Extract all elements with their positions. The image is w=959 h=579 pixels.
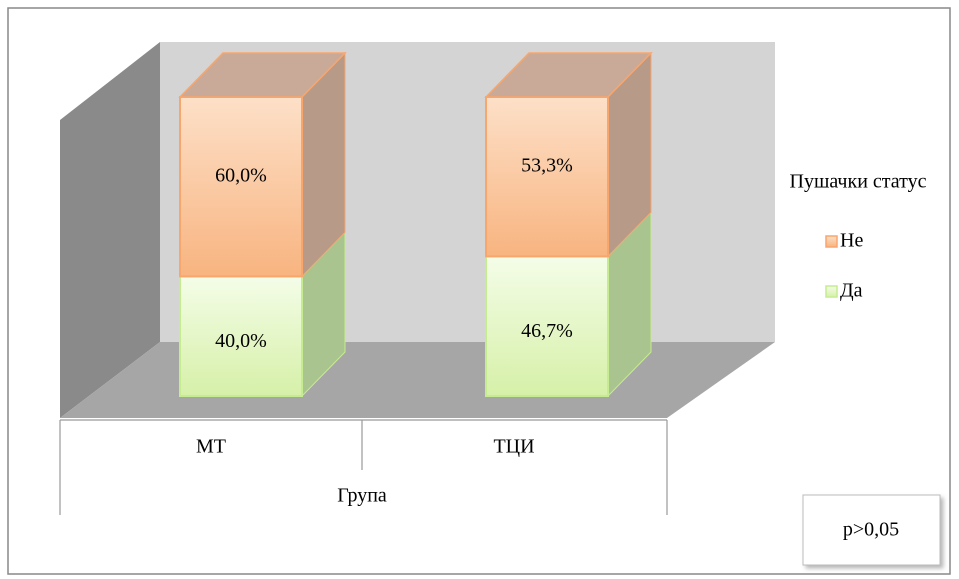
legend-label: Да: [840, 280, 863, 302]
legend-marker: [825, 285, 838, 298]
annotation-box: [802, 494, 941, 566]
x-tick-label: ТЦИ: [493, 436, 534, 458]
legend-label: Не: [840, 230, 863, 252]
bar: [179, 96, 303, 278]
x-tick-label: МТ: [196, 436, 226, 458]
bar-top: [484, 52, 653, 98]
bar: [485, 96, 609, 258]
axis-lines: [59, 419, 668, 515]
side-wall: [60, 42, 160, 418]
floor: [60, 342, 775, 418]
bar: [485, 255, 609, 397]
data-label: 40,0%: [215, 330, 267, 352]
annotation: p>0,05: [843, 519, 899, 541]
data-label: 53,3%: [521, 154, 573, 176]
data-label: 46,7%: [521, 320, 573, 342]
legend-title: Пушачки статус: [790, 171, 927, 193]
bar: [179, 275, 303, 397]
bar-top: [178, 52, 347, 98]
data-label: 60,0%: [215, 164, 267, 186]
legend-marker: [825, 235, 838, 248]
x-axis-title: Група: [337, 485, 387, 507]
